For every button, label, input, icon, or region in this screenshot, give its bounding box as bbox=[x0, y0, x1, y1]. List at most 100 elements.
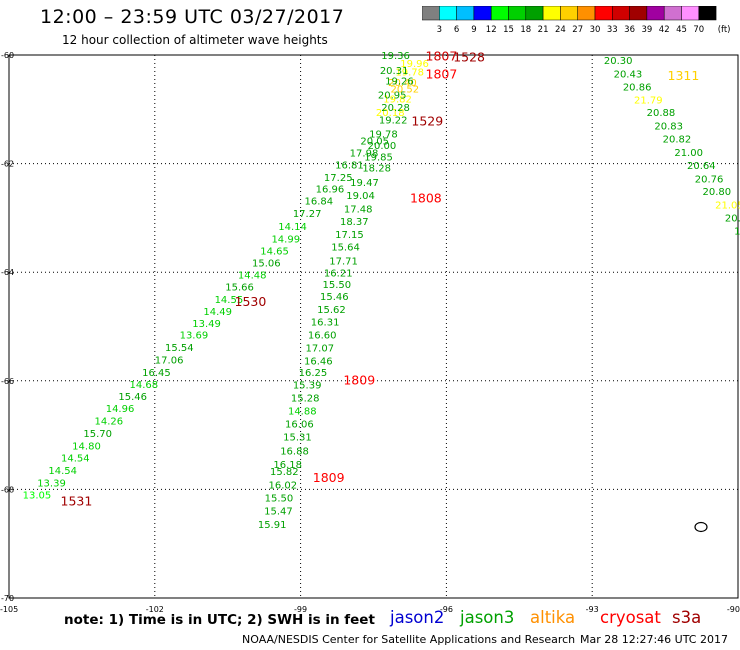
wave-height-label: 19.78 bbox=[369, 130, 398, 141]
wave-height-label: 15.82 bbox=[270, 467, 299, 478]
wave-height-label: 16.60 bbox=[308, 331, 337, 342]
wave-height-label: 13.69 bbox=[180, 331, 209, 342]
wave-height-label: 19.78 bbox=[395, 67, 424, 78]
wave-height-label: 17.71 bbox=[329, 256, 358, 267]
wave-height-label: 14.65 bbox=[260, 246, 289, 257]
wave-height-label: 20.52 bbox=[391, 85, 420, 96]
wave-height-label: 15.64 bbox=[331, 243, 360, 254]
legend-label: 9 bbox=[471, 25, 476, 35]
satellite-jason3: jason3 bbox=[460, 608, 515, 627]
latitude-label: -64 bbox=[1, 268, 14, 277]
wave-height-label: 13.49 bbox=[192, 319, 221, 330]
wave-height-label: 15.06 bbox=[252, 258, 281, 269]
legend-label: 33 bbox=[607, 25, 618, 35]
pass-time-label: 1808 bbox=[410, 190, 442, 205]
pass-time-label: 1809 bbox=[313, 470, 345, 485]
footer-organization: NOAA/NESDIS Center for Satellite Applica… bbox=[242, 633, 576, 646]
wave-height-label: 14.88 bbox=[288, 407, 317, 418]
legend-label: 21 bbox=[538, 25, 549, 35]
wave-height-label: 15.46 bbox=[118, 392, 147, 403]
wave-height-label: 20.40 bbox=[388, 78, 417, 89]
satellite-s3a: s3a bbox=[672, 608, 702, 627]
latitude-label: -66 bbox=[1, 377, 14, 386]
wave-height-label: 20.86 bbox=[623, 82, 652, 93]
pass-time-label: 1311 bbox=[668, 68, 700, 83]
pass-time-label: 1809 bbox=[343, 373, 375, 388]
wave-height-label: 15.47 bbox=[264, 507, 293, 518]
wave-height-label: 15.46 bbox=[320, 292, 349, 303]
map-title: 12:00 – 23:59 UTC 03/27/2017 bbox=[40, 6, 345, 28]
longitude-label: -105 bbox=[0, 605, 18, 614]
wave-height-label: 16.45 bbox=[142, 368, 171, 379]
legend-label: 30 bbox=[590, 25, 601, 35]
wave-height-label: 20.31 bbox=[380, 66, 409, 77]
wave-height-label: 18.28 bbox=[362, 163, 391, 174]
pass-time-label: 1531 bbox=[61, 493, 93, 508]
wave-height-label: 16.88 bbox=[280, 446, 309, 457]
footnote: note: 1) Time is in UTC; 2) SWH is in fe… bbox=[64, 612, 375, 628]
wave-height-label: 19.82 bbox=[383, 94, 412, 105]
wave-height-label: 20.76 bbox=[695, 174, 724, 185]
wave-height-label: 17.15 bbox=[335, 230, 364, 241]
wave-height-label: 16.46 bbox=[304, 357, 333, 368]
latitude-label: -62 bbox=[1, 160, 14, 169]
pass-time-label: 1528 bbox=[453, 50, 485, 65]
satellite-cryosat: cryosat bbox=[600, 608, 661, 627]
legend-label: 42 bbox=[659, 25, 670, 35]
wave-height-label: 20.28 bbox=[381, 103, 410, 114]
wave-height-label: 19.36 bbox=[381, 51, 410, 62]
wave-height-label: 19.85 bbox=[364, 153, 393, 164]
wave-height-label: 16.02 bbox=[269, 481, 298, 492]
longitude-label: -99 bbox=[294, 605, 307, 614]
legend-label: 36 bbox=[624, 25, 635, 35]
wave-height-label: 19.04 bbox=[346, 191, 375, 202]
wave-height-label: 20.80 bbox=[703, 187, 732, 198]
wave-height-label: 17.25 bbox=[324, 173, 353, 184]
wave-height-label: 19.47 bbox=[350, 178, 379, 189]
wave-height-label: 17.98 bbox=[350, 149, 379, 160]
wave-height-label: 13.05 bbox=[23, 490, 52, 501]
wave-height-label: 19.26 bbox=[385, 77, 414, 88]
satellite-altika: altika bbox=[530, 608, 576, 627]
footer-timestamp: Mar 28 12:27:46 UTC 2017 bbox=[580, 633, 728, 646]
wave-height-label: 14.54 bbox=[61, 453, 90, 464]
legend-label: 24 bbox=[555, 25, 566, 35]
wave-height-label: 20.05 bbox=[360, 136, 389, 147]
wave-height-label: 20.82 bbox=[663, 135, 692, 146]
latitude-label: -70 bbox=[1, 594, 14, 603]
wave-height-label: 17.48 bbox=[344, 205, 373, 216]
wave-height-label: 20.00 bbox=[368, 141, 397, 152]
wave-height-color-legend: 3 6 9 12 15 18 21 24 27 30 33 36 39 42 45 70 (ft) bbox=[422, 6, 731, 35]
pass-time-label: 1530 bbox=[235, 294, 267, 309]
wave-height-label: 21.79 bbox=[634, 96, 663, 107]
wave-height-label: 14.14 bbox=[278, 222, 307, 233]
wave-height-label: 15.31 bbox=[283, 433, 312, 444]
wave-height-label: 16.81 bbox=[335, 161, 364, 172]
wave-height-label: 14.99 bbox=[271, 235, 300, 246]
legend-label: 39 bbox=[641, 25, 652, 35]
legend-label: 45 bbox=[676, 25, 687, 35]
wave-height-label: 14.26 bbox=[95, 416, 124, 427]
wave-height-label: 20.88 bbox=[647, 108, 676, 119]
wave-height-label: 17.06 bbox=[155, 356, 184, 367]
wave-height-label: 14.54 bbox=[48, 466, 77, 477]
wave-height-label: 15.50 bbox=[265, 494, 294, 505]
wave-height-label: 13.39 bbox=[37, 478, 66, 489]
legend-label: 27 bbox=[572, 25, 583, 35]
wave-height-label: 20.83 bbox=[654, 122, 683, 133]
island-outline bbox=[694, 521, 708, 533]
legend-unit: (ft) bbox=[718, 25, 731, 35]
longitude-label: -90 bbox=[727, 605, 740, 614]
wave-height-label: 14.68 bbox=[130, 380, 159, 391]
wave-height-label: 16.25 bbox=[299, 368, 328, 379]
wave-height-label: 19.22 bbox=[379, 116, 408, 127]
wave-height-label: 21.00 bbox=[674, 148, 703, 159]
wave-height-label: 15.62 bbox=[317, 305, 346, 316]
wave-height-label: 14.49 bbox=[203, 307, 232, 318]
wave-height-label: 17.07 bbox=[305, 344, 334, 355]
wave-height-label: 16.84 bbox=[304, 197, 333, 208]
wave-height-label: 15.91 bbox=[258, 520, 287, 531]
wave-height-label: 15.54 bbox=[165, 343, 194, 354]
wave-height-label: 18.37 bbox=[340, 217, 369, 228]
